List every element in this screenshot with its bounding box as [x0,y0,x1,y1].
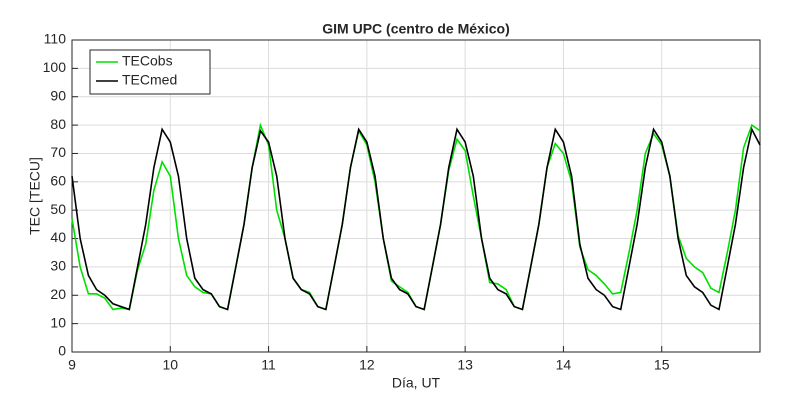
y-tick-label: 90 [50,87,66,103]
plot-frame [71,39,761,353]
y-tick-label: 10 [50,314,66,330]
y-tick-label: 40 [50,229,66,245]
x-tick-label: 15 [654,357,670,373]
y-tick-label: 70 [50,144,66,160]
y-tick-label: 0 [58,343,66,359]
y-tick-label: 60 [50,173,66,189]
y-tick-label: 20 [50,286,66,302]
y-tick-label: 50 [50,201,66,217]
y-axis-label: TEC [TECU] [27,157,43,235]
y-tick-label: 80 [50,116,66,132]
line-series [71,122,761,311]
legend-box [89,49,211,95]
y-tick-label: 30 [50,258,66,274]
chart-title: GIM UPC (centro de México) [322,21,509,37]
legend-label: TECmed [122,72,177,88]
legend-label: TECobs [122,53,173,69]
y-tick-label: 100 [43,59,67,75]
x-tick-label: 13 [457,357,473,373]
x-tick-label: 14 [556,357,572,373]
x-tick-label: 12 [359,357,375,373]
x-tick-label: 11 [261,357,276,373]
x-tick-label: 10 [162,357,178,373]
x-tick-label: 9 [68,357,76,373]
x-axis-label: Día, UT [392,375,441,391]
y-tick-label: 110 [44,31,67,47]
line-series [71,127,761,311]
